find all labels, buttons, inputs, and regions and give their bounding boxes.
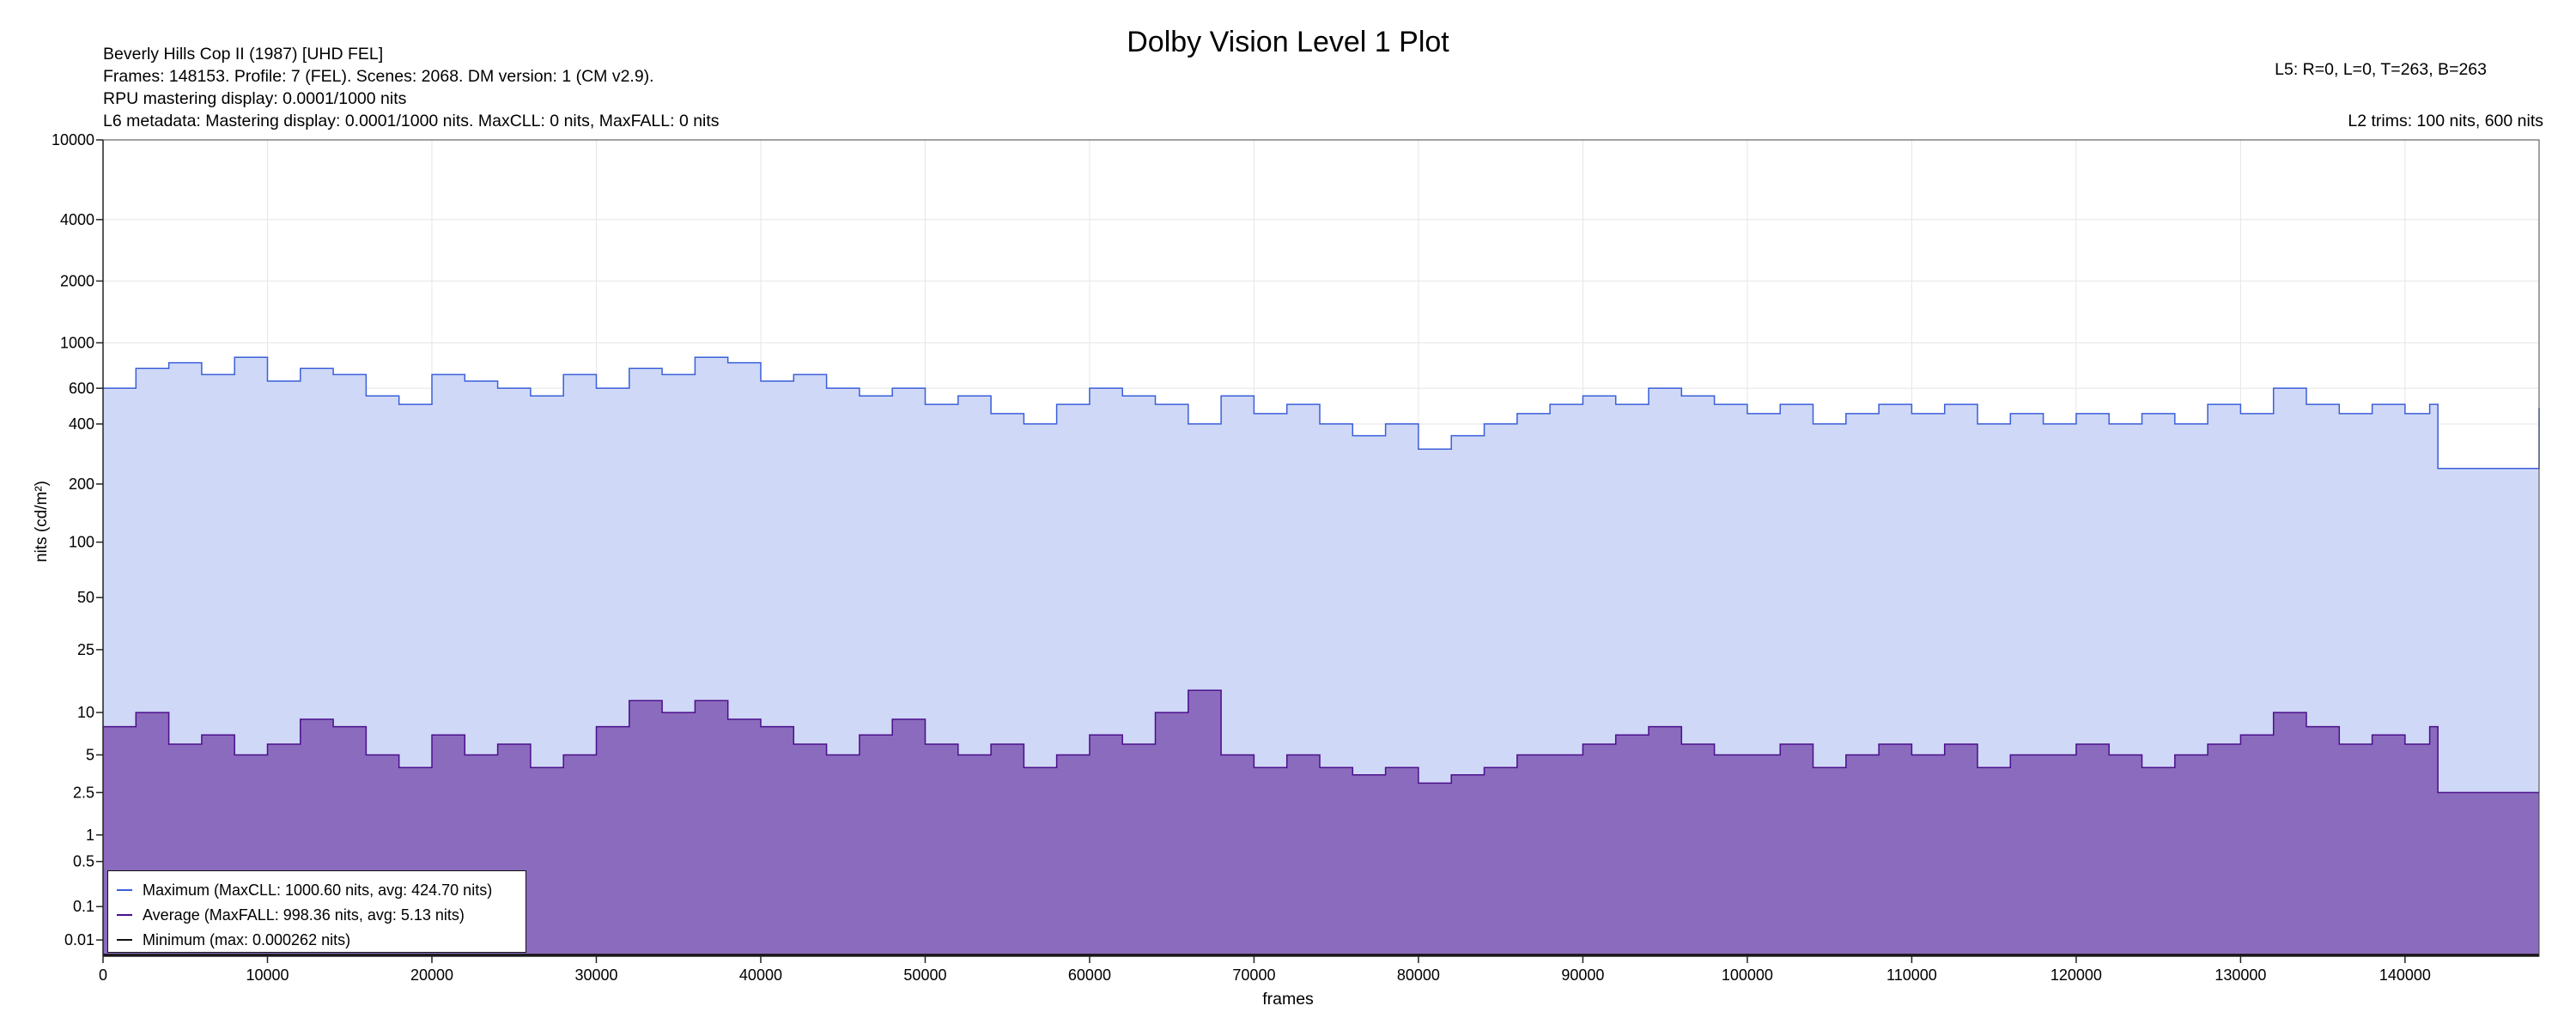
- y-tick-label: 5: [86, 746, 94, 763]
- x-tick-label: 60000: [1068, 966, 1111, 984]
- l5-info: L5: R=0, L=0, T=263, B=263: [2275, 60, 2487, 79]
- average-area: [103, 690, 2539, 956]
- legend-swatch-average: [117, 914, 132, 916]
- x-tick-label: 10000: [246, 966, 289, 984]
- x-tick-label: 100000: [1722, 966, 1773, 984]
- y-tick-label: 50: [77, 589, 94, 606]
- y-tick-label: 400: [69, 415, 94, 433]
- info-line-rpu: RPU mastering display: 0.0001/1000 nits: [103, 89, 407, 108]
- legend-swatch-minimum: [117, 939, 132, 941]
- y-tick-label: 0.01: [64, 931, 94, 948]
- legend-item-maximum: Maximum (MaxCLL: 1000.60 nits, avg: 424.…: [117, 881, 492, 900]
- maximum-line: [103, 356, 2540, 470]
- x-tick-label: 40000: [739, 966, 782, 984]
- x-tick-label: 120000: [2050, 966, 2102, 984]
- y-tick-label: 10000: [52, 131, 94, 148]
- legend: Maximum (MaxCLL: 1000.60 nits, avg: 424.…: [107, 870, 526, 953]
- y-tick-label: 1: [86, 827, 94, 844]
- legend-item-minimum: Minimum (max: 0.000262 nits): [117, 930, 350, 949]
- y-tick-label: 4000: [60, 211, 94, 228]
- average-line: [103, 689, 2539, 794]
- legend-item-average: Average (MaxFALL: 998.36 nits, avg: 5.13…: [117, 906, 465, 924]
- y-tick-label: 1000: [60, 334, 94, 351]
- y-tick-label: 200: [69, 476, 94, 493]
- x-tick-label: 90000: [1561, 966, 1604, 984]
- y-tick-label: 100: [69, 534, 94, 551]
- x-tick-label: 0: [99, 966, 107, 984]
- x-tick-label: 110000: [1886, 966, 1937, 984]
- x-tick-label: 140000: [2379, 966, 2431, 984]
- y-tick-label: 600: [69, 379, 94, 397]
- x-tick-label: 50000: [903, 966, 946, 984]
- l2-info: L2 trims: 100 nits, 600 nits: [2348, 112, 2543, 130]
- info-line-frames: Frames: 148153. Profile: 7 (FEL). Scenes…: [103, 67, 654, 86]
- x-axis-label: frames: [1262, 990, 1314, 1009]
- legend-label-minimum: Minimum (max: 0.000262 nits): [143, 930, 351, 948]
- x-tick-label: 80000: [1397, 966, 1440, 984]
- info-line-l6: L6 metadata: Mastering display: 0.0001/1…: [103, 112, 720, 130]
- legend-label-maximum: Maximum (MaxCLL: 1000.60 nits, avg: 424.…: [143, 881, 493, 899]
- x-tick-label: 20000: [410, 966, 453, 984]
- y-tick-label: 0.1: [73, 898, 94, 915]
- y-axis-label: nits (cd/m²): [33, 481, 51, 562]
- x-tick-label: 30000: [574, 966, 617, 984]
- info-line-source: Beverly Hills Cop II (1987) [UHD FEL]: [103, 45, 384, 64]
- y-tick-label: 0.5: [73, 853, 94, 870]
- legend-label-average: Average (MaxFALL: 998.36 nits, avg: 5.13…: [143, 906, 465, 924]
- x-tick-label: 130000: [2215, 966, 2266, 984]
- y-tick-label: 25: [77, 641, 94, 658]
- y-tick-label: 2.5: [73, 784, 94, 801]
- plot-title: Dolby Vision Level 1 Plot: [1127, 26, 1449, 58]
- legend-swatch-maximum: [117, 889, 132, 891]
- y-tick-label: 2000: [60, 272, 94, 289]
- y-tick-label: 10: [77, 704, 94, 721]
- x-tick-label: 70000: [1232, 966, 1275, 984]
